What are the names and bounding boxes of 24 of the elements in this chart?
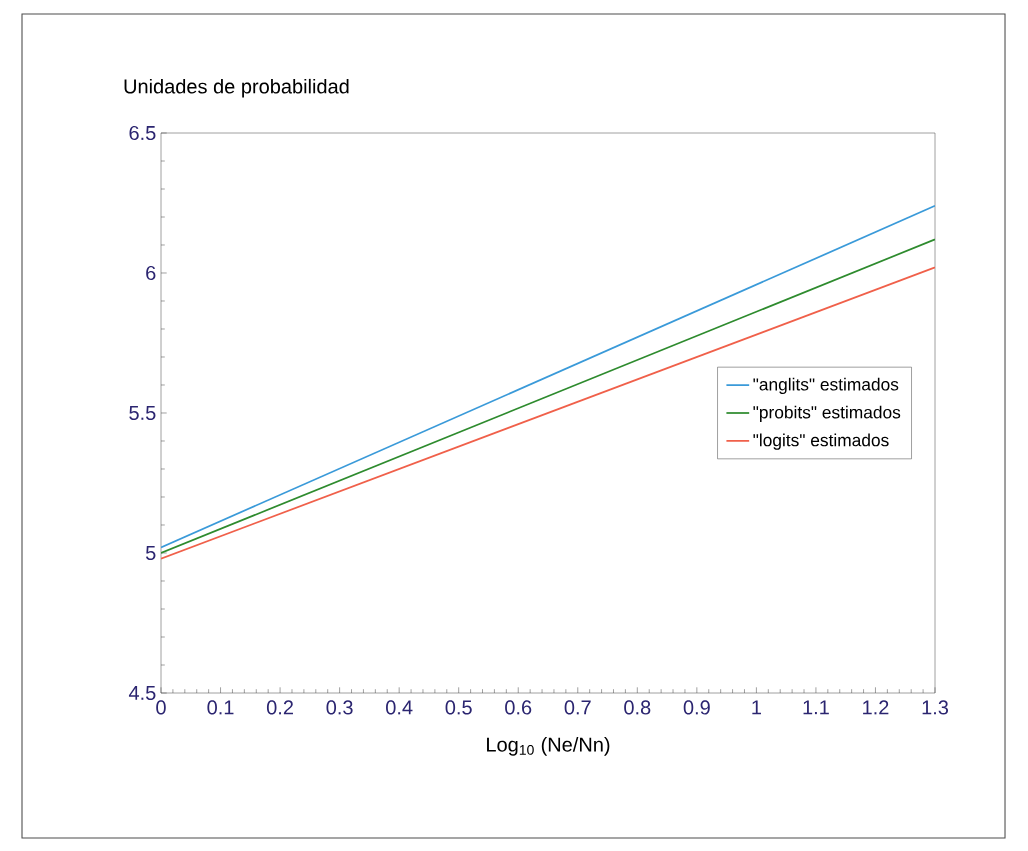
x-tick-label: 0.5: [445, 700, 472, 715]
y-tick-label: 4.5: [128, 686, 156, 700]
y-tick-label: 5.5: [129, 406, 156, 420]
x-tick-label: 0: [156, 700, 166, 715]
x-tick-label: 0.9: [683, 700, 710, 715]
x-tick-label: 0.6: [505, 700, 532, 715]
x-tick-label: 0.3: [326, 700, 353, 715]
legend-label: "probits" estimados: [753, 405, 901, 422]
x-axis-title: Log$_{10}$ (Ne/Nn): [487, 737, 610, 756]
y-tick-label: 6.5: [129, 125, 156, 141]
y-tick-label: 5: [145, 546, 156, 560]
x-tick-label: 1.2: [863, 700, 889, 715]
x-tick-label: 1.1: [803, 700, 829, 715]
x-tick-label: 0.2: [266, 700, 293, 715]
x-tick-label: 1: [752, 700, 761, 715]
x-tick-label: 0.1: [207, 700, 234, 715]
x-tick-label: 0.8: [624, 700, 651, 715]
legend-label: "anglits" estimados: [753, 377, 899, 394]
x-tick-label: 0.4: [386, 700, 413, 715]
y-axis-title: Unidades de probabilidad: [124, 78, 349, 98]
y-tick-label: 6: [146, 265, 156, 281]
legend-label: "logits" estimados: [753, 433, 889, 450]
x-tick-label: 0.7: [564, 700, 591, 715]
x-tick-label: 1.3: [922, 700, 949, 715]
